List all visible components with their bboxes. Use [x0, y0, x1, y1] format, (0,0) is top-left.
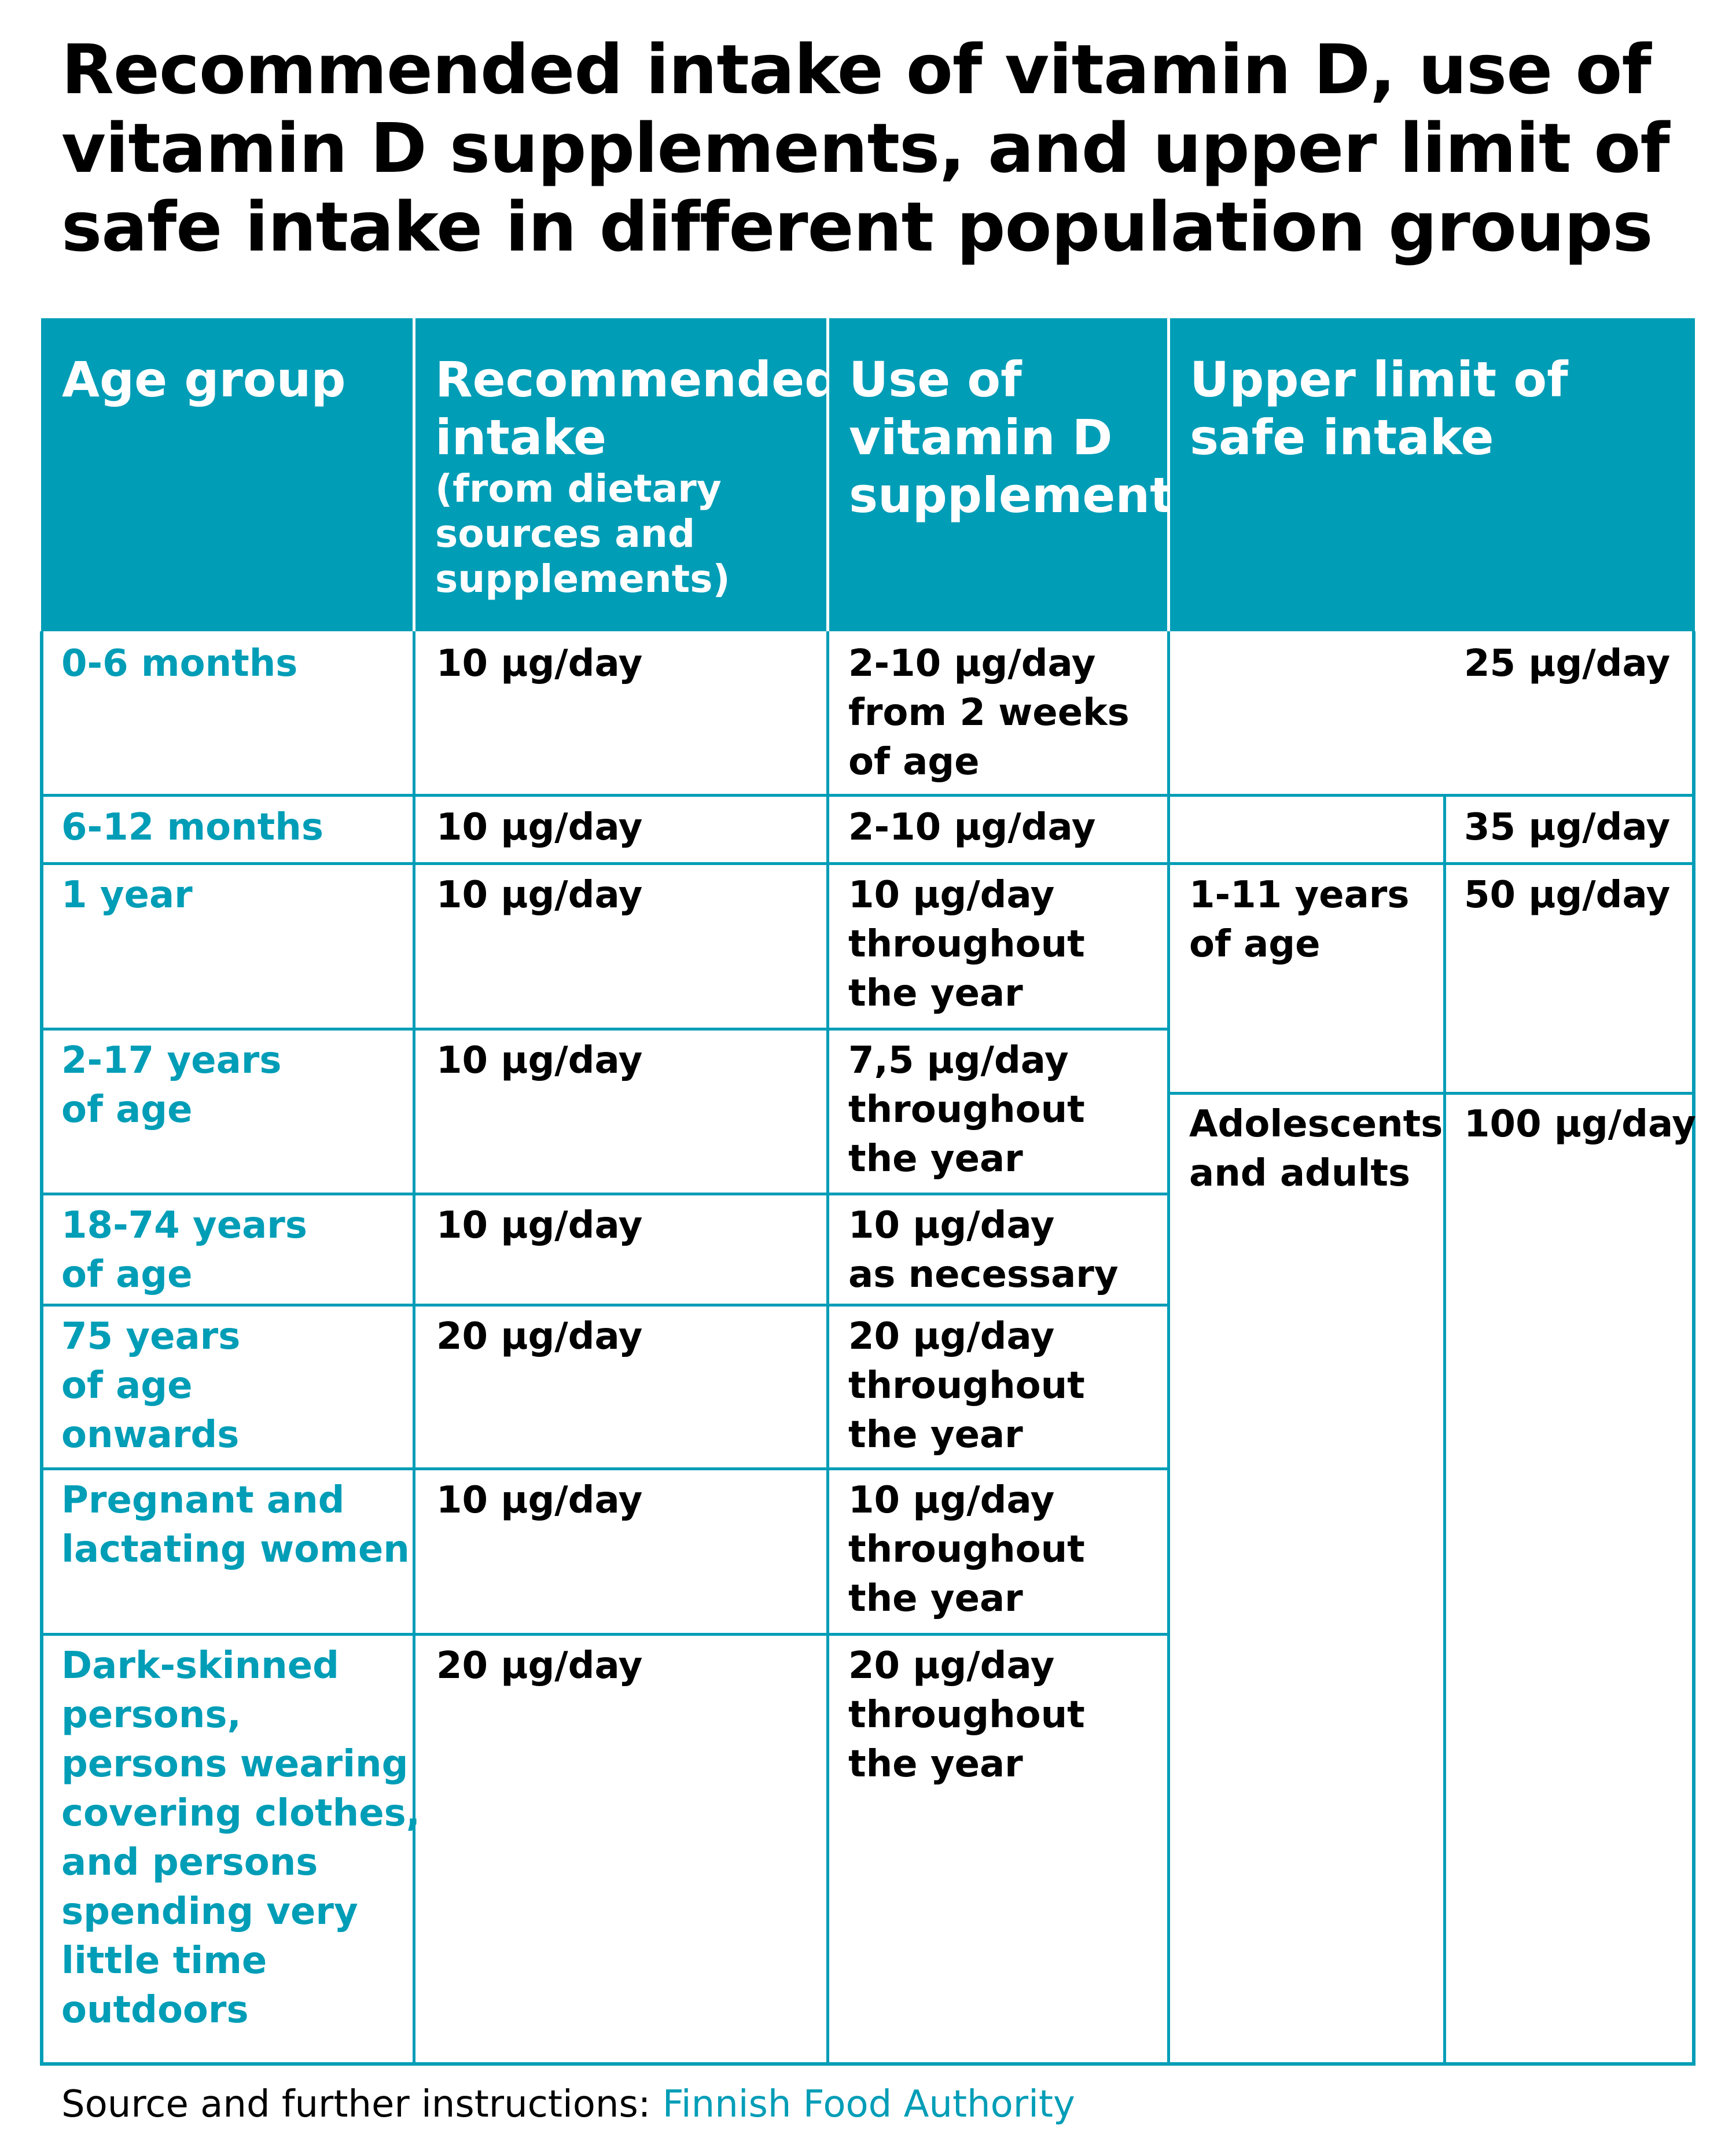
page-title: Recommended intake of vitamin D, use of … — [61, 30, 1670, 267]
row-divider — [40, 1633, 1170, 1636]
supplement-cell: 20 µg/day throughout the year — [848, 1315, 1085, 1456]
column-divider — [1443, 796, 1446, 2064]
source-label: Source and further instructions: — [61, 2083, 663, 2126]
supplement-cell: 10 µg/day throughout the year — [848, 874, 1085, 1015]
header-divider — [826, 318, 829, 631]
upper-limit-value: 35 µg/day — [1464, 806, 1671, 849]
row-divider — [1167, 1092, 1695, 1095]
header-supplement: Use of vitamin D supplement — [828, 318, 1173, 631]
row-divider — [40, 1304, 1170, 1307]
recommended-cell: 10 µg/day — [436, 1479, 643, 1522]
supplement-cell: 2-10 µg/day — [848, 806, 1096, 849]
header-upper-limit: Upper limit of safe intake — [1169, 318, 1695, 631]
recommended-cell: 10 µg/day — [436, 1204, 643, 1247]
supplement-cell: 7,5 µg/day throughout the year — [848, 1039, 1085, 1180]
age-group-cell: 0-6 months — [61, 642, 298, 685]
header-recommended: Recommended intake (from dietary sources… — [414, 318, 839, 631]
recommended-cell: 20 µg/day — [436, 1644, 643, 1687]
recommended-cell: 20 µg/day — [436, 1315, 643, 1358]
recommended-cell: 10 µg/day — [436, 642, 643, 685]
recommended-cell: 10 µg/day — [436, 806, 643, 849]
header-age-group-label: Age group — [62, 351, 346, 408]
row-divider — [40, 1193, 1170, 1195]
header-age-group: Age group — [41, 318, 414, 631]
header-supplement-label: Use of vitamin D supplement — [849, 351, 1174, 524]
row-divider — [40, 862, 1170, 865]
source-link[interactable]: Finnish Food Authority — [662, 2083, 1075, 2126]
column-divider — [1167, 631, 1170, 2064]
age-group-cell: 75 years of age onwards — [61, 1315, 241, 1456]
recommended-cell: 10 µg/day — [436, 874, 643, 917]
upper-limit-value: 100 µg/day — [1464, 1103, 1696, 1146]
age-group-cell: 18-74 years of age — [61, 1204, 307, 1296]
row-divider — [1167, 862, 1695, 865]
upper-limit-group: Adolescents and adults — [1189, 1103, 1443, 1195]
table-border-left — [40, 631, 43, 2066]
recommended-cell: 10 µg/day — [436, 1039, 643, 1082]
row-divider — [1167, 794, 1695, 797]
supplement-cell: 20 µg/day throughout the year — [848, 1644, 1085, 1786]
column-divider — [826, 631, 829, 2064]
supplement-cell: 10 µg/day as necessary — [848, 1204, 1119, 1296]
supplement-cell: 10 µg/day throughout the year — [848, 1479, 1085, 1620]
row-divider — [40, 1467, 1170, 1470]
supplement-cell: 2-10 µg/day from 2 weeks of age — [848, 642, 1130, 783]
header-recommended-sub: (from dietary sources and supplements) — [435, 466, 730, 601]
header-recommended-label: Recommended intake — [435, 351, 840, 466]
age-group-cell: 2-17 years of age — [61, 1039, 282, 1131]
upper-limit-value: 25 µg/day — [1464, 642, 1671, 685]
age-group-cell: 6-12 months — [61, 806, 323, 849]
row-divider — [40, 794, 1170, 797]
header-divider — [1167, 318, 1170, 631]
header-upper-limit-label: Upper limit of safe intake — [1190, 351, 1568, 466]
column-divider — [413, 631, 415, 2064]
age-group-cell: Dark-skinned persons, persons wearing co… — [61, 1644, 420, 2032]
row-divider — [40, 1028, 1170, 1031]
upper-limit-group: 1-11 years of age — [1189, 874, 1410, 966]
age-group-cell: Pregnant and lactating women — [61, 1479, 410, 1571]
source-footer: Source and further instructions: Finnish… — [61, 2083, 1075, 2126]
age-group-cell: 1 year — [61, 874, 193, 917]
table-border-bottom — [40, 2062, 1695, 2066]
header-divider — [413, 318, 415, 631]
table-border-right — [1692, 631, 1695, 2066]
upper-limit-value: 50 µg/day — [1464, 874, 1671, 917]
